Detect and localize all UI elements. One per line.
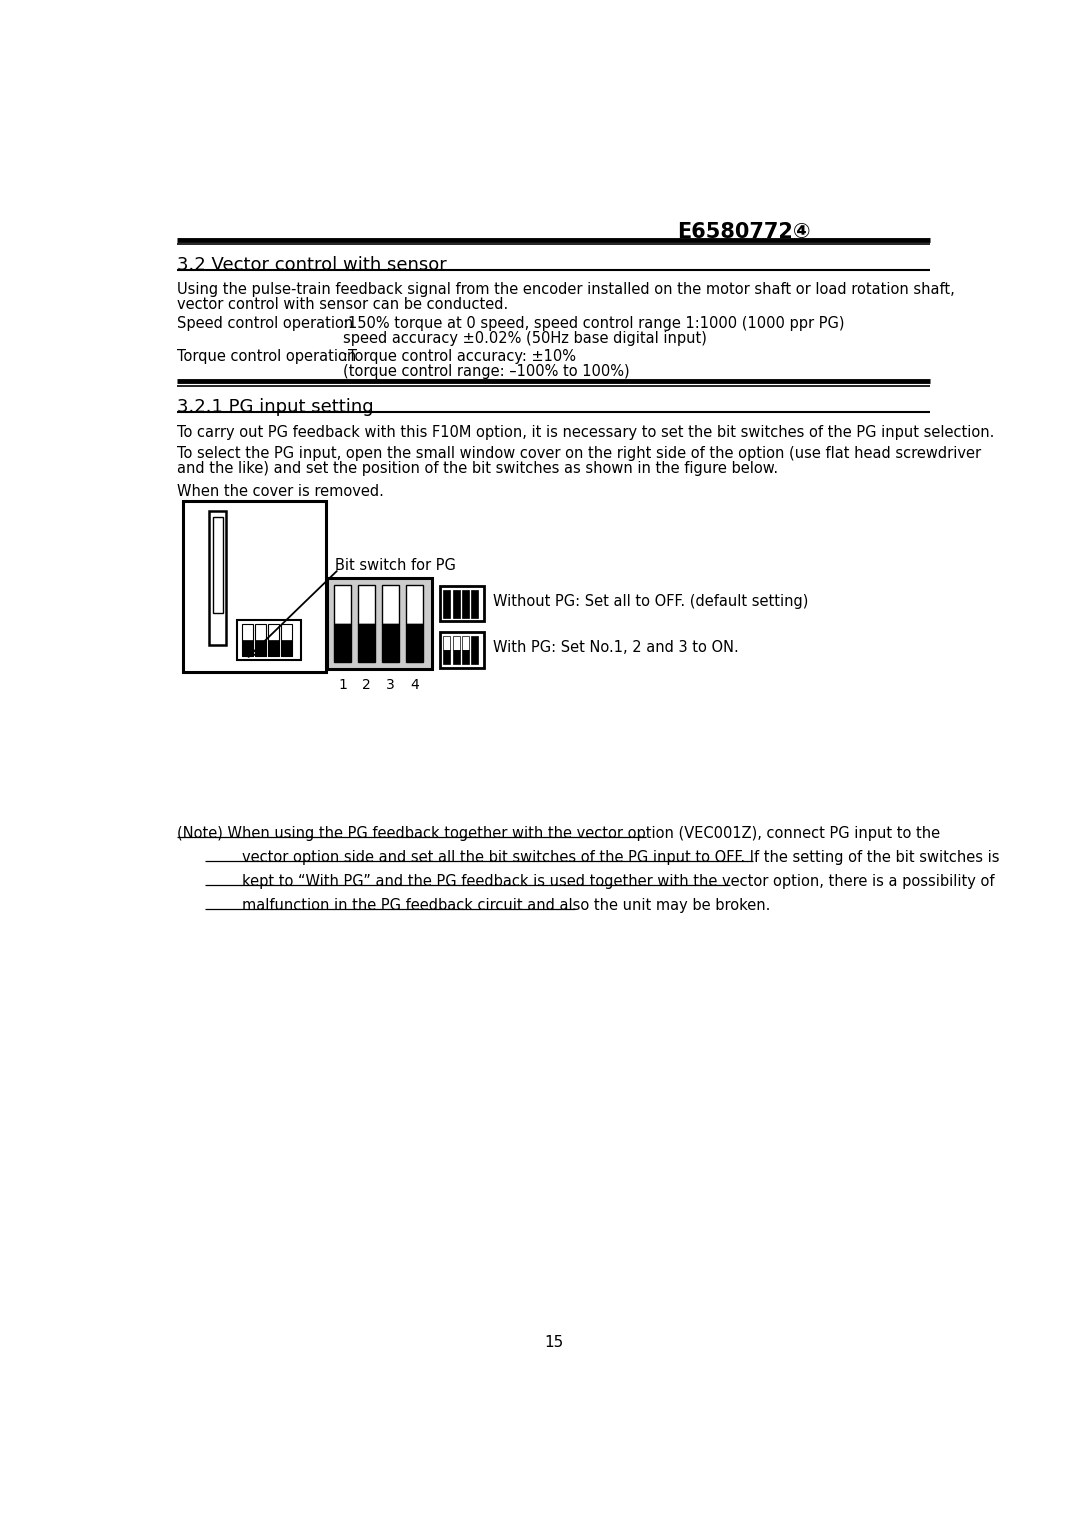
Text: When the cover is removed.: When the cover is removed. (177, 484, 383, 500)
Text: Bit switch for PG: Bit switch for PG (335, 558, 456, 573)
Text: 1: 1 (338, 678, 347, 692)
Text: kept to “With PG” and the PG feedback is used together with the vector option, t: kept to “With PG” and the PG feedback is… (205, 874, 995, 889)
Bar (255, 623, 266, 656)
Text: E6580772④: E6580772④ (677, 222, 811, 241)
Text: malfunction in the PG feedback circuit and also the unit may be broken.: malfunction in the PG feedback circuit a… (205, 898, 770, 912)
Bar (453, 590, 460, 617)
Text: 2: 2 (363, 678, 372, 692)
Text: Speed control operation: Speed control operation (177, 316, 353, 330)
Bar (471, 636, 478, 663)
Bar (268, 640, 279, 656)
Bar (242, 623, 253, 656)
Bar (382, 585, 400, 623)
Bar (462, 590, 469, 617)
Text: To select the PG input, open the small window cover on the right side of the opt: To select the PG input, open the small w… (177, 446, 981, 461)
Bar (444, 590, 450, 617)
Text: Using the pulse-train feedback signal from the encoder installed on the motor sh: Using the pulse-train feedback signal fr… (177, 283, 955, 296)
Bar (334, 623, 351, 662)
Text: (Note) When using the PG feedback together with the vector option (VEC001Z), con: (Note) When using the PG feedback togeth… (177, 827, 940, 842)
Text: and the like) and set the position of the bit switches as shown in the figure be: and the like) and set the position of th… (177, 461, 778, 477)
Bar (406, 623, 423, 662)
Text: 3.2.1 PG input setting: 3.2.1 PG input setting (177, 399, 374, 416)
Text: Torque control operation: Torque control operation (177, 348, 356, 364)
Text: vector control with sensor can be conducted.: vector control with sensor can be conduc… (177, 298, 508, 312)
Text: 3: 3 (387, 678, 395, 692)
Text: To carry out PG feedback with this F10M option, it is necessary to set the bit s: To carry out PG feedback with this F10M … (177, 425, 995, 440)
Text: 4: 4 (410, 678, 419, 692)
Text: Without PG: Set all to OFF. (default setting): Without PG: Set all to OFF. (default set… (494, 594, 809, 608)
Bar (213, 516, 224, 613)
Text: 3.2 Vector control with sensor: 3.2 Vector control with sensor (177, 255, 447, 274)
Bar (444, 649, 450, 663)
Bar (334, 585, 351, 623)
Bar (282, 623, 293, 656)
Text: 15: 15 (544, 1335, 563, 1351)
Bar (453, 649, 460, 663)
Bar (444, 636, 450, 649)
Text: (torque control range: –100% to 100%): (torque control range: –100% to 100%) (342, 364, 630, 379)
Bar (359, 585, 375, 623)
Bar (282, 640, 293, 656)
Text: vector option side and set all the bit switches of the PG input to OFF. If the s: vector option side and set all the bit s… (205, 850, 999, 865)
Text: :Torque control accuracy: ±10%: :Torque control accuracy: ±10% (342, 348, 576, 364)
Bar (268, 623, 279, 656)
Text: With PG: Set No.1, 2 and 3 to ON.: With PG: Set No.1, 2 and 3 to ON. (494, 640, 739, 656)
Bar (210, 510, 227, 645)
Text: speed accuracy ±0.02% (50Hz base digital input): speed accuracy ±0.02% (50Hz base digital… (342, 332, 706, 347)
Bar (406, 585, 423, 623)
Bar (440, 587, 484, 622)
Bar (183, 501, 326, 672)
Bar (453, 636, 460, 649)
Bar (255, 640, 266, 656)
Bar (471, 590, 478, 617)
Bar (382, 623, 400, 662)
Bar (238, 620, 301, 660)
Bar (242, 640, 253, 656)
Bar (462, 649, 469, 663)
Text: :150% torque at 0 speed, speed control range 1:1000 (1000 ppr PG): :150% torque at 0 speed, speed control r… (342, 316, 845, 330)
Bar (462, 636, 469, 649)
Bar (359, 623, 375, 662)
Bar (327, 579, 432, 669)
Bar (440, 633, 484, 668)
